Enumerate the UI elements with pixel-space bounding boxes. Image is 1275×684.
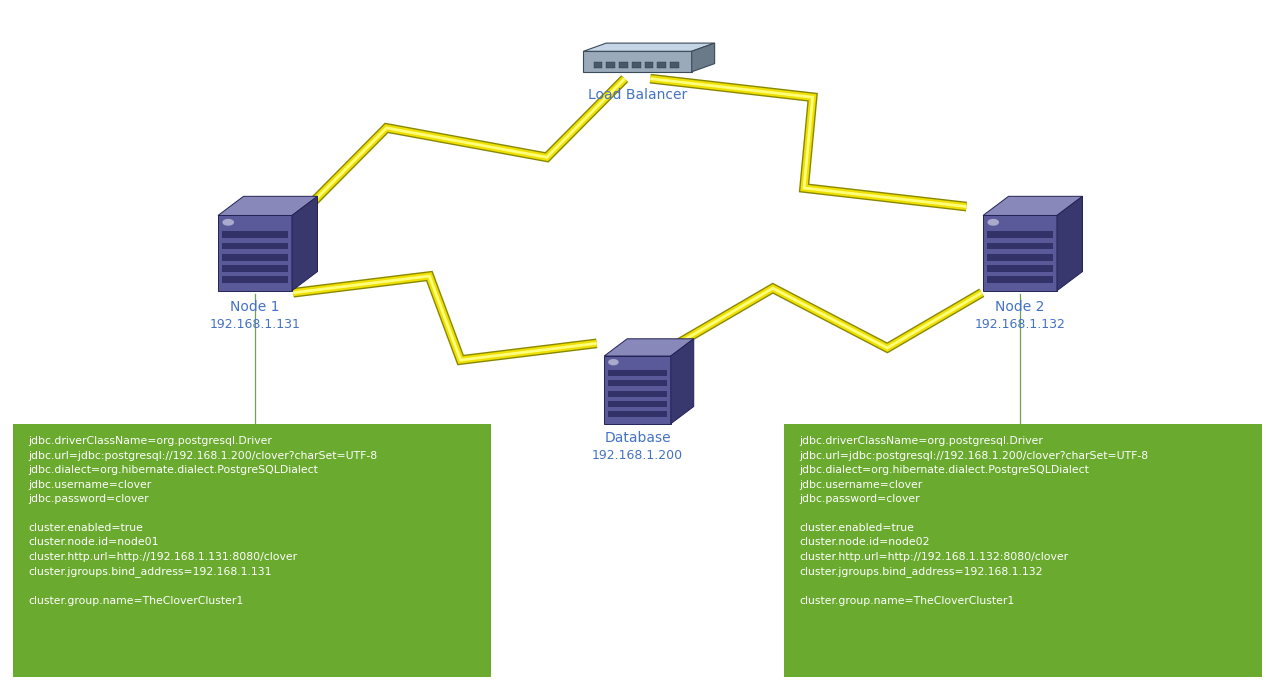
Polygon shape bbox=[222, 254, 288, 261]
Text: jdbc.driverClassName=org.postgresql.Driver
jdbc.url=jdbc:postgresql://192.168.1.: jdbc.driverClassName=org.postgresql.Driv… bbox=[799, 436, 1149, 606]
Polygon shape bbox=[222, 231, 288, 238]
Polygon shape bbox=[292, 196, 317, 291]
Polygon shape bbox=[218, 215, 292, 291]
Polygon shape bbox=[222, 265, 288, 272]
Polygon shape bbox=[218, 196, 317, 215]
Text: Node 2: Node 2 bbox=[996, 300, 1044, 313]
Polygon shape bbox=[604, 339, 694, 356]
Polygon shape bbox=[983, 196, 1082, 215]
Polygon shape bbox=[987, 265, 1053, 272]
Polygon shape bbox=[222, 276, 288, 283]
Text: Database: Database bbox=[604, 431, 671, 445]
Polygon shape bbox=[1057, 196, 1082, 291]
Polygon shape bbox=[987, 254, 1053, 261]
FancyBboxPatch shape bbox=[13, 424, 491, 677]
Text: Load Balancer: Load Balancer bbox=[588, 88, 687, 101]
Bar bbox=[645, 62, 653, 68]
Polygon shape bbox=[608, 370, 667, 376]
Bar bbox=[607, 62, 615, 68]
Polygon shape bbox=[691, 43, 714, 72]
Bar bbox=[620, 62, 627, 68]
Circle shape bbox=[608, 360, 618, 365]
Polygon shape bbox=[608, 411, 667, 417]
Polygon shape bbox=[608, 380, 667, 386]
Bar bbox=[671, 62, 678, 68]
Polygon shape bbox=[583, 43, 714, 51]
Circle shape bbox=[988, 220, 998, 225]
Polygon shape bbox=[987, 243, 1053, 250]
Polygon shape bbox=[604, 356, 671, 423]
Text: 192.168.1.200: 192.168.1.200 bbox=[592, 449, 683, 462]
Polygon shape bbox=[983, 215, 1057, 291]
Polygon shape bbox=[583, 51, 691, 72]
Polygon shape bbox=[987, 276, 1053, 283]
Text: jdbc.driverClassName=org.postgresql.Driver
jdbc.url=jdbc:postgresql://192.168.1.: jdbc.driverClassName=org.postgresql.Driv… bbox=[28, 436, 377, 606]
Polygon shape bbox=[222, 243, 288, 250]
Text: 192.168.1.132: 192.168.1.132 bbox=[974, 318, 1066, 331]
Circle shape bbox=[223, 220, 233, 225]
Bar bbox=[594, 62, 602, 68]
Polygon shape bbox=[608, 401, 667, 407]
Polygon shape bbox=[671, 339, 694, 423]
Polygon shape bbox=[608, 391, 667, 397]
FancyBboxPatch shape bbox=[784, 424, 1262, 677]
Bar bbox=[632, 62, 640, 68]
Polygon shape bbox=[987, 231, 1053, 238]
Text: Node 1: Node 1 bbox=[231, 300, 279, 313]
Bar bbox=[658, 62, 666, 68]
Text: 192.168.1.131: 192.168.1.131 bbox=[209, 318, 301, 331]
